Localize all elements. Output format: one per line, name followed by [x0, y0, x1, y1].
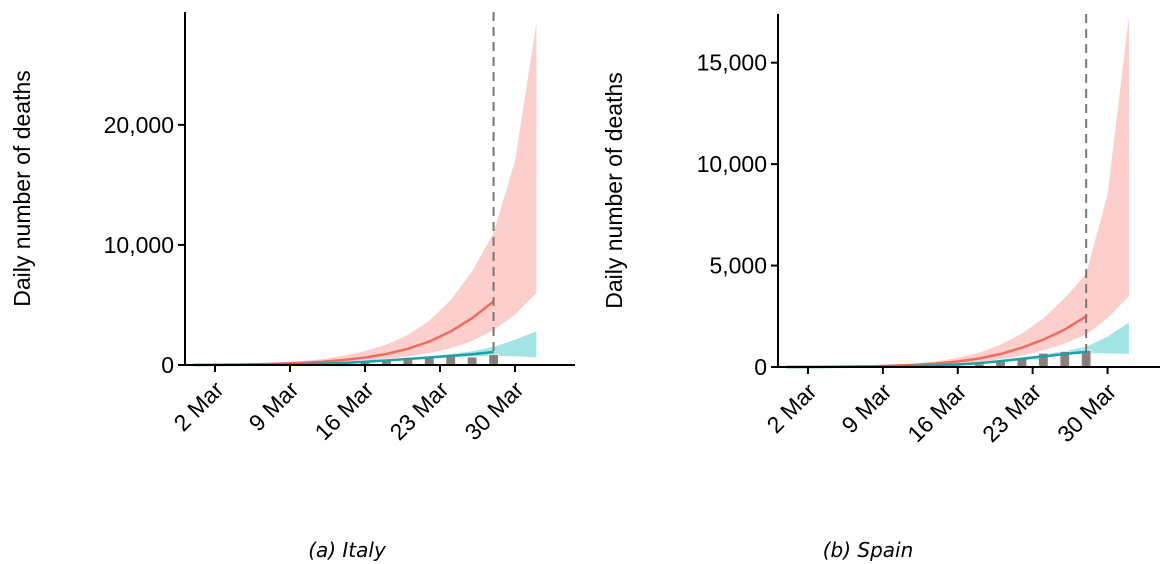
y-tick-label: 10,000 — [697, 151, 767, 177]
x-tick-label: 9 Mar — [244, 376, 304, 436]
x-tick-label: 30 Mar — [1052, 378, 1121, 447]
y-tick-label: 0 — [754, 354, 767, 380]
panel: 0 10,000 20,000 2 Mar 9 Mar 16 Mar 23 Mar 30 Ma… — [9, 12, 575, 562]
uncertainty-band — [193, 22, 537, 365]
caption: (a) Italy — [308, 538, 387, 562]
y-axis-label: Daily number of deaths — [601, 72, 627, 309]
x-tick-label: 16 Mar — [310, 376, 379, 445]
x-tick-label: 23 Mar — [385, 376, 454, 445]
y-axis-label: Daily number of deaths — [9, 70, 35, 307]
bar — [466, 356, 478, 366]
y-tick-label: 5,000 — [709, 253, 767, 279]
y-tick-label: 0 — [161, 352, 174, 378]
caption: (b) Spain — [823, 538, 914, 562]
x-tick-label: 16 Mar — [902, 378, 971, 447]
y-tick-label: 15,000 — [697, 50, 767, 76]
panel: 0 5,000 10,000 15,000 2 Mar 9 Mar 16 Mar 23 Mar… — [601, 14, 1160, 562]
x-tick-label: 23 Mar — [977, 378, 1046, 447]
uncertainty-band — [786, 16, 1129, 367]
y-tick-label: 20,000 — [104, 112, 174, 138]
x-tick-label: 2 Mar — [169, 376, 229, 436]
x-tick-label: 30 Mar — [460, 376, 529, 445]
bar — [445, 355, 456, 366]
x-tick-label: 2 Mar — [762, 378, 822, 438]
x-tick-label: 9 Mar — [836, 378, 896, 438]
y-tick-label: 10,000 — [104, 232, 174, 258]
